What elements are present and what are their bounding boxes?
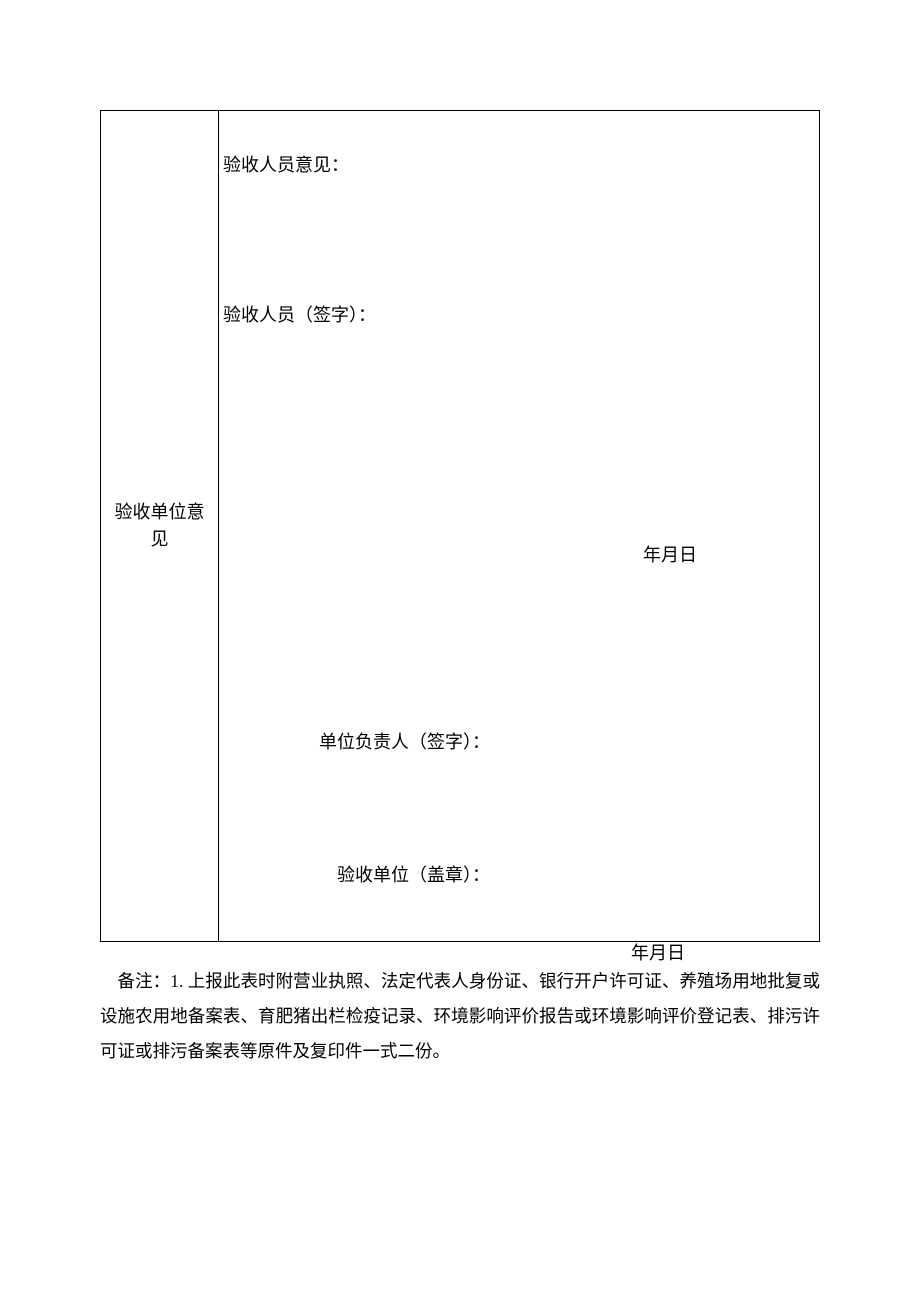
content-inner: 验收人员意见： 验收人员（签字）： 年月日 单位负责人（签字）： 验收单位（盖章… [219,111,819,941]
row-label-text: 验收单位意见 [109,499,210,553]
unit-leader-label: 单位负责人（签字）： [319,728,490,754]
row-label-cell: 验收单位意见 [101,111,219,942]
signature-label: 验收人员（签字）： [223,301,376,327]
date-2: 年月日 [631,939,685,965]
approval-table: 验收单位意见 验收人员意见： 验收人员（签字）： 年月日 单位负责人（签字）： … [100,110,820,942]
unit-seal-label: 验收单位（盖章）： [337,861,490,887]
opinion-label: 验收人员意见： [223,151,349,177]
date-1: 年月日 [643,541,697,567]
row-content-cell: 验收人员意见： 验收人员（签字）： 年月日 单位负责人（签字）： 验收单位（盖章… [219,111,820,942]
notes-paragraph: 备注：1. 上报此表时附营业执照、法定代表人身份证、银行开户许可证、养殖场用地批… [100,964,820,1069]
table-row: 验收单位意见 验收人员意见： 验收人员（签字）： 年月日 单位负责人（签字）： … [101,111,820,942]
